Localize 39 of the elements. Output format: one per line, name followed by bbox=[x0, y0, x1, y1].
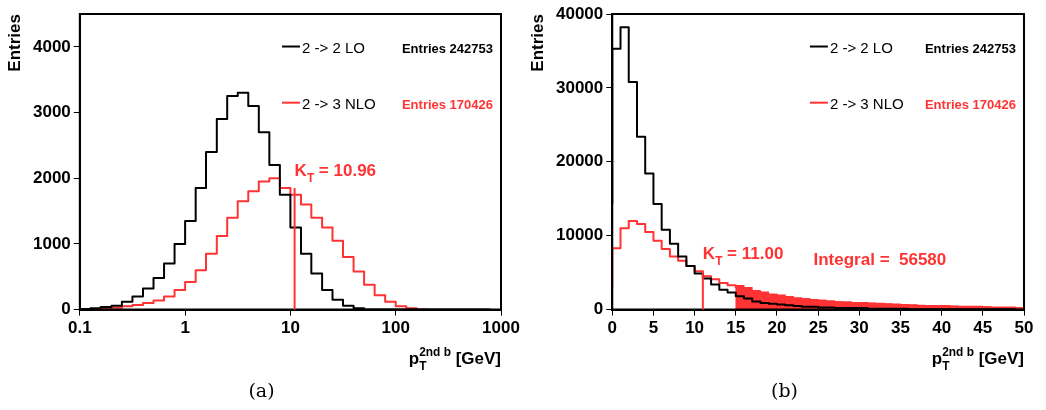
annotation: Entries 242753 bbox=[924, 40, 1017, 56]
y-tick-label: 10000 bbox=[555, 225, 604, 245]
x-tick-label: 10 bbox=[685, 318, 705, 338]
x-tick-label: 40 bbox=[932, 318, 952, 338]
y-tick-label: 30000 bbox=[555, 77, 604, 97]
x-tick-label: 25 bbox=[808, 318, 828, 338]
text: (b) bbox=[770, 378, 799, 403]
y-axis-title: Entries bbox=[528, 13, 547, 72]
x-tick-label: 20 bbox=[767, 318, 787, 338]
x-tick-label: 1000 bbox=[482, 318, 520, 338]
y-tick-label: 3000 bbox=[32, 102, 71, 122]
x-tick-label: 30 bbox=[849, 318, 869, 338]
x-tick-label: 100 bbox=[381, 318, 410, 338]
y-tick-label: 2000 bbox=[32, 167, 71, 187]
x-tick-label: 0 bbox=[607, 318, 618, 338]
y-tick-label: 0 bbox=[593, 299, 604, 319]
text: (a) bbox=[247, 378, 276, 403]
y-tick-label: 20000 bbox=[555, 151, 604, 171]
x-tick-label: 15 bbox=[726, 318, 746, 338]
y-axis-title: Entries bbox=[5, 13, 24, 72]
x-tick-label: 35 bbox=[891, 318, 910, 338]
y-tick-label: 0 bbox=[61, 299, 71, 319]
annotation: Integral = 56580 bbox=[813, 250, 947, 270]
x-tick-label: 50 bbox=[1014, 318, 1034, 338]
legend-label: 2 -> 2 LO bbox=[301, 38, 365, 56]
annotation: Entries 242753 bbox=[401, 40, 494, 56]
y-tick-label: 4000 bbox=[32, 36, 71, 56]
legend-label: 2 -> 3 NLO bbox=[301, 94, 376, 112]
legend-label: 2 -> 2 LO bbox=[829, 38, 893, 56]
y-tick-label: 40000 bbox=[555, 3, 604, 23]
x-tick-label: 45 bbox=[973, 318, 993, 338]
x-tick-label: 5 bbox=[648, 318, 659, 338]
legend-label: 2 -> 3 NLO bbox=[829, 94, 904, 112]
annotation: Entries 170426 bbox=[401, 96, 494, 112]
x-tick-label: 10 bbox=[280, 318, 300, 338]
y-tick-label: 1000 bbox=[32, 233, 71, 253]
annotation: Entries 170426 bbox=[924, 96, 1017, 112]
x-tick-label: 0.1 bbox=[68, 318, 92, 338]
x-tick-label: 1 bbox=[180, 318, 190, 338]
